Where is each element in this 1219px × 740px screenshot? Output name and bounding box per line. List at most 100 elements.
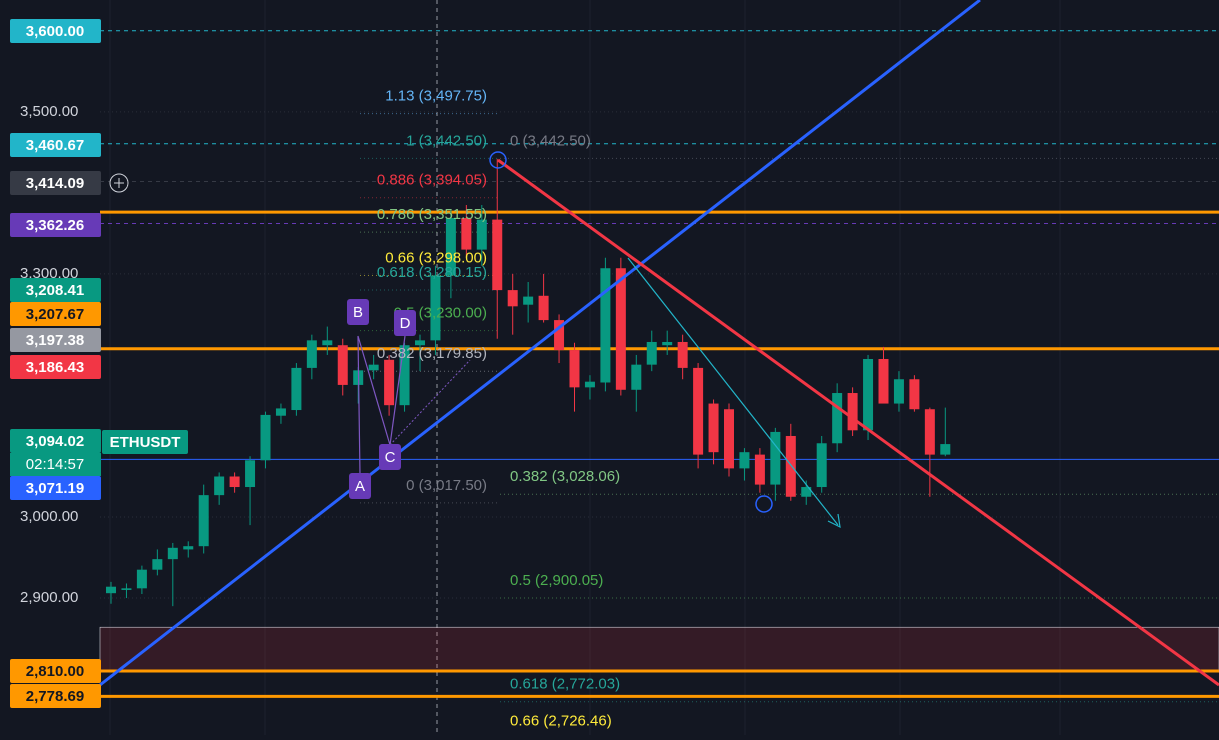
price-badge (10, 476, 101, 500)
candle-body (399, 345, 410, 406)
price-badge-label: 3,208.41 (26, 282, 84, 299)
candle-body (785, 435, 796, 497)
pattern-point (349, 473, 371, 499)
candle-body (724, 409, 734, 469)
fib-label: 0.886 (3,394.05) (377, 172, 487, 189)
candle-body (275, 408, 286, 416)
price-badge-label: 3,207.67 (26, 306, 84, 323)
candle-body (523, 296, 534, 305)
candle-body (445, 217, 456, 276)
candle-body (847, 393, 858, 431)
price-badge (10, 659, 101, 683)
fib-label: 0.382 (3,179.85) (377, 345, 487, 362)
y-tick-label: 3,300.00 (20, 265, 78, 282)
trendline-red (497, 158, 1219, 687)
price-badge-label: 3,414.09 (26, 175, 84, 192)
candle-body (322, 340, 333, 346)
candle-body (646, 341, 657, 365)
trendline-blue (99, 0, 981, 687)
candle-body (924, 409, 935, 455)
candle-body (492, 219, 503, 291)
price-badge-label: 3,460.67 (26, 137, 84, 154)
countdown-badge (10, 453, 101, 476)
pattern-point (379, 444, 401, 470)
y-tick-label: 2,900.00 (20, 589, 78, 606)
fib-label: 0.5 (2,900.05) (510, 572, 603, 589)
candle-body (893, 379, 904, 404)
candle-body (167, 547, 178, 560)
fib-label: 0 (3,442.50) (510, 132, 591, 149)
arrow-line (627, 257, 839, 526)
candle-body (677, 341, 688, 368)
price-badge (10, 429, 101, 453)
price-badge-label: 3,362.26 (26, 217, 84, 234)
candle-body (306, 340, 317, 368)
candle-body (415, 340, 425, 346)
y-tick-label: 3,000.00 (20, 508, 78, 525)
fib-label: 0.66 (2,726.46) (510, 713, 612, 730)
symbol-label: ETHUSDT (110, 434, 181, 451)
candle-body (198, 495, 209, 547)
arrow-head (827, 513, 841, 529)
price-badge (10, 355, 101, 379)
price-badge-label: 3,071.19 (26, 480, 84, 497)
fib-label: 0.382 (3,028.06) (510, 468, 620, 485)
fib-label: 1.13 (3,497.75) (385, 88, 487, 105)
pattern-point-label: A (355, 478, 365, 495)
pattern-point-label: C (385, 449, 396, 466)
price-badge-label: 3,186.43 (26, 359, 84, 376)
price-badge (10, 278, 101, 302)
candle-body (229, 476, 240, 488)
candle-body (507, 290, 518, 307)
candle-body (801, 487, 812, 497)
price-badge (10, 684, 101, 708)
candle-body (754, 454, 765, 485)
y-tick-label: 3,500.00 (20, 103, 78, 120)
price-badge (10, 133, 101, 157)
zone (99, 626, 1219, 672)
candle-body (770, 431, 781, 485)
candle-body (693, 367, 704, 455)
countdown: 02:14:57 (26, 456, 84, 473)
candle-body (708, 403, 719, 453)
price-badge-label: 3,197.38 (26, 332, 84, 349)
candle-body (183, 546, 194, 550)
candle-body (584, 381, 595, 388)
anchor-point (755, 495, 773, 513)
candle-body (832, 393, 843, 444)
fib-label: 0.5 (3,230.00) (394, 305, 487, 322)
candle-body (538, 295, 549, 321)
candle-body (476, 219, 487, 250)
price-badge (10, 302, 101, 326)
pattern-line-dotted (389, 359, 471, 446)
price-badge (10, 213, 101, 237)
candle-body (909, 379, 920, 410)
fib-label: 1 (3,442.50) (406, 132, 487, 149)
candle-body (615, 268, 626, 390)
candle-body (863, 358, 874, 431)
fib-label: 0.618 (3,280.15) (377, 264, 487, 281)
fib-label: 0.786 (3,351.55) (377, 206, 487, 223)
pattern-lines (357, 335, 406, 476)
candle-body (878, 358, 889, 404)
levels (99, 30, 1219, 740)
candle-body (569, 350, 580, 388)
candle-body (152, 559, 163, 570)
fib-label: 0.618 (2,772.03) (510, 676, 620, 693)
candle-body (384, 359, 395, 406)
candle-body (816, 443, 827, 488)
candle-body (106, 586, 116, 594)
candle-body (260, 414, 271, 461)
pattern-point (347, 299, 369, 325)
price-badge-label: 3,094.02 (26, 433, 84, 450)
price-badge-label: 2,810.00 (26, 663, 84, 680)
candle-body (337, 345, 348, 385)
price-badge (10, 19, 101, 43)
fib-label: 0 (3,017.50) (406, 477, 487, 494)
pattern-point-label: D (400, 315, 411, 332)
price-badge (10, 328, 101, 352)
candle-body (554, 320, 565, 351)
fib-label: 0.66 (3,298.00) (385, 249, 487, 266)
pattern-point (394, 310, 416, 336)
